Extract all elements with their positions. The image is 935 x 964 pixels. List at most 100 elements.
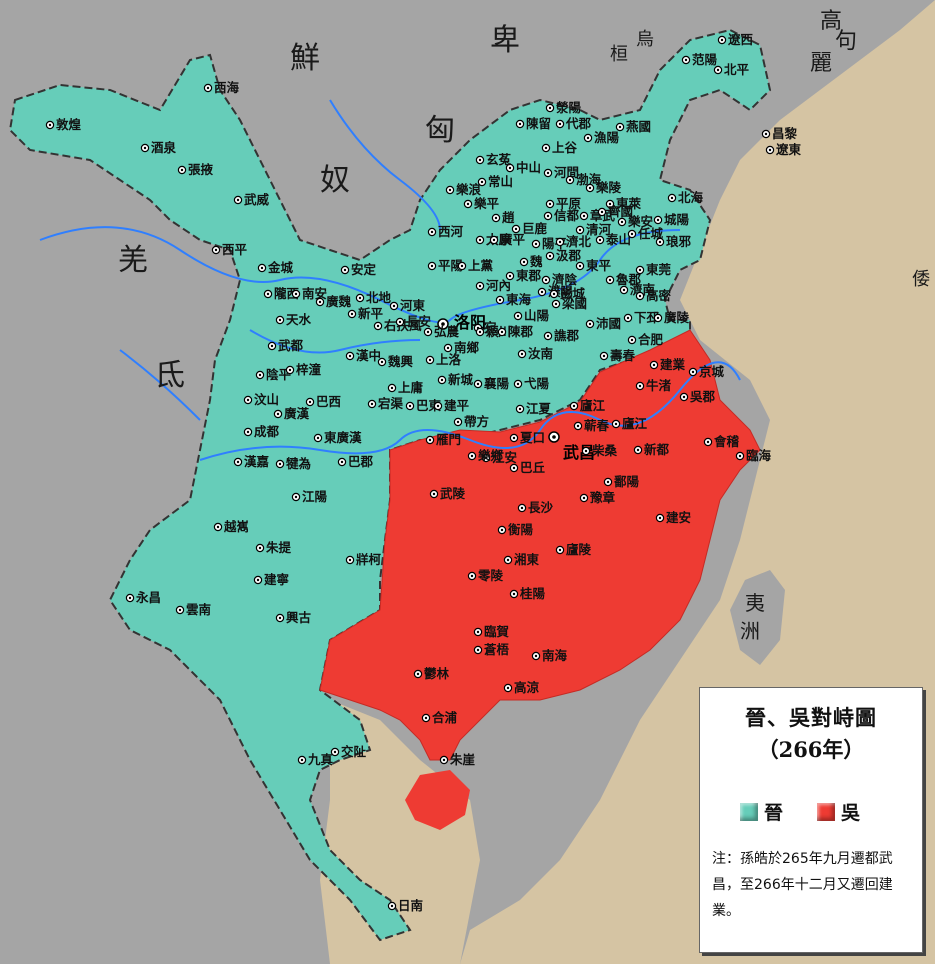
- wu-city-marker[interactable]: 巴丘: [509, 460, 546, 475]
- wu-city-marker[interactable]: 建安: [655, 510, 691, 525]
- jin-city-marker[interactable]: 魯郡: [605, 272, 642, 287]
- jin-city-marker[interactable]: 東萊: [605, 196, 642, 211]
- jin-city-marker[interactable]: 牂柯: [345, 552, 382, 567]
- jin-city-marker[interactable]: 北平: [713, 62, 750, 77]
- jin-city-marker[interactable]: 汶山: [243, 392, 279, 407]
- wu-city-marker[interactable]: 臨賀: [473, 624, 510, 639]
- wu-city-marker[interactable]: 江安: [481, 450, 517, 465]
- jin-city-marker[interactable]: 河間: [543, 165, 579, 180]
- jin-city-marker[interactable]: 長安: [395, 314, 431, 329]
- wu-city-marker[interactable]: 會稽: [703, 434, 740, 449]
- jin-city-marker[interactable]: 巨鹿: [511, 221, 548, 236]
- jin-city-marker[interactable]: 彭城: [549, 286, 586, 301]
- jin-city-marker[interactable]: 陰平: [255, 367, 292, 382]
- jin-city-marker[interactable]: 上谷: [541, 140, 578, 155]
- jin-city-marker[interactable]: 巴郡: [337, 454, 374, 469]
- jin-city-marker[interactable]: 平陽: [427, 258, 464, 273]
- wu-city-marker[interactable]: 鬱林: [413, 666, 450, 681]
- jin-city-marker[interactable]: 雲南: [175, 602, 212, 617]
- jin-city-marker[interactable]: 遼東: [765, 142, 802, 157]
- jin-city-marker[interactable]: 雁門: [425, 432, 461, 447]
- jin-city-marker[interactable]: 河內: [475, 278, 511, 293]
- jin-city-marker[interactable]: 濟南: [619, 282, 656, 297]
- jin-city-marker[interactable]: 范陽: [681, 52, 718, 67]
- jin-city-marker[interactable]: 九真: [297, 752, 334, 767]
- jin-city-marker[interactable]: 汲郡: [545, 248, 582, 263]
- jin-city-marker[interactable]: 壽春: [599, 348, 636, 363]
- jin-city-marker[interactable]: 越嶲: [213, 519, 249, 534]
- wu-city-marker[interactable]: 衡陽: [497, 522, 534, 537]
- jin-city-marker[interactable]: 南鄉: [443, 340, 480, 355]
- jin-city-marker[interactable]: 江陽: [291, 489, 328, 504]
- wu-city-marker[interactable]: 豫章: [579, 490, 616, 505]
- jin-city-marker[interactable]: 渤海: [565, 172, 602, 187]
- jin-city-marker[interactable]: 襄陽: [473, 376, 510, 391]
- jin-city-marker[interactable]: 遼西: [717, 32, 753, 47]
- wu-city-marker[interactable]: 吳郡: [679, 389, 716, 404]
- jin-city-marker[interactable]: 玄菟: [475, 152, 512, 167]
- wu-city-marker[interactable]: 夏口: [509, 430, 545, 445]
- wu-city-marker[interactable]: 湘東: [503, 552, 540, 567]
- wu-city-marker[interactable]: 新都: [633, 442, 670, 457]
- jin-city-marker[interactable]: 帶方: [453, 414, 489, 429]
- jin-city-marker[interactable]: 魏興: [377, 354, 414, 369]
- wu-city-marker[interactable]: 柴桑: [581, 443, 618, 458]
- jin-city-marker[interactable]: 平原: [545, 196, 582, 211]
- jin-city-marker[interactable]: 巴西: [305, 394, 341, 409]
- jin-city-marker[interactable]: 東廣漢: [313, 430, 362, 445]
- jin-city-marker[interactable]: 安定: [340, 262, 377, 277]
- wu-city-marker[interactable]: 廬江: [611, 416, 648, 431]
- jin-city-marker[interactable]: 濟陰: [541, 272, 578, 287]
- wu-city-marker[interactable]: 高涼: [503, 680, 540, 695]
- jin-city-marker[interactable]: 廣平: [489, 232, 526, 247]
- wu-city-marker[interactable]: 蒼梧: [473, 642, 510, 657]
- wu-city-marker[interactable]: 廬陵: [555, 542, 592, 557]
- jin-city-marker[interactable]: 東郡: [505, 268, 542, 283]
- jin-city-marker[interactable]: 建寧: [253, 572, 289, 587]
- wu-city-marker[interactable]: 蕲春: [573, 418, 610, 433]
- jin-city-marker[interactable]: 漢嘉: [233, 454, 269, 469]
- jin-city-marker[interactable]: 興古: [275, 610, 312, 625]
- jin-city-marker[interactable]: 河東: [389, 298, 426, 313]
- jin-city-marker[interactable]: 東莞: [635, 262, 672, 277]
- jin-city-marker[interactable]: 弘農: [423, 324, 460, 339]
- jin-city-marker[interactable]: 燕國: [615, 119, 651, 134]
- jin-city-marker[interactable]: 譙郡: [543, 328, 580, 343]
- jin-city-marker[interactable]: 漁陽: [583, 130, 620, 145]
- jin-city-marker[interactable]: 敦煌: [45, 117, 82, 132]
- jin-city-marker[interactable]: 成都: [243, 424, 280, 439]
- jin-city-marker[interactable]: 漢中: [345, 348, 381, 363]
- jin-city-marker[interactable]: 北海: [667, 190, 704, 205]
- jin-city-marker[interactable]: 魏: [519, 254, 543, 269]
- jin-city-marker[interactable]: 廣陵: [653, 310, 690, 325]
- jin-city-marker[interactable]: 城陽: [653, 212, 690, 227]
- jin-city-marker[interactable]: 武都: [267, 338, 304, 353]
- jin-city-marker[interactable]: 東海: [495, 292, 532, 307]
- jin-city-marker[interactable]: 西海: [203, 80, 240, 95]
- jin-city-marker[interactable]: 汝南: [517, 346, 554, 361]
- jin-city-marker[interactable]: 趙: [491, 210, 515, 225]
- jin-city-marker[interactable]: 琅邪: [655, 234, 692, 249]
- jin-city-marker[interactable]: 信都: [543, 208, 580, 223]
- jin-city-marker[interactable]: 張掖: [177, 162, 214, 177]
- jin-city-marker[interactable]: 西平: [211, 242, 248, 257]
- jin-city-marker[interactable]: 弋陽: [513, 376, 550, 391]
- jin-city-marker[interactable]: 山陽: [513, 308, 550, 323]
- jin-city-marker[interactable]: 廣魏: [315, 294, 352, 309]
- jin-city-marker[interactable]: 陳留: [515, 116, 551, 131]
- jin-city-marker[interactable]: 合肥: [627, 332, 664, 347]
- wu-city-marker[interactable]: 樂鄉: [467, 448, 504, 463]
- jin-city-marker[interactable]: 泰山: [595, 232, 631, 247]
- jin-city-marker[interactable]: 下邳: [623, 310, 660, 325]
- jin-city-marker[interactable]: 濟北: [555, 234, 592, 249]
- jin-city-marker[interactable]: 武威: [233, 192, 270, 207]
- wu-city-marker[interactable]: 武陵: [429, 486, 466, 501]
- jin-city-marker[interactable]: 中山: [505, 160, 541, 175]
- jin-city-marker[interactable]: 齊國: [597, 204, 633, 219]
- jin-city-marker[interactable]: 右扶風: [373, 318, 422, 333]
- wu-city-marker[interactable]: 桂陽: [509, 586, 546, 601]
- jin-city-marker[interactable]: 宕渠: [367, 396, 404, 411]
- jin-city-marker[interactable]: 上黨: [457, 258, 494, 273]
- jin-city-marker[interactable]: 隴西: [263, 286, 299, 301]
- jin-city-marker[interactable]: 永昌: [125, 590, 161, 605]
